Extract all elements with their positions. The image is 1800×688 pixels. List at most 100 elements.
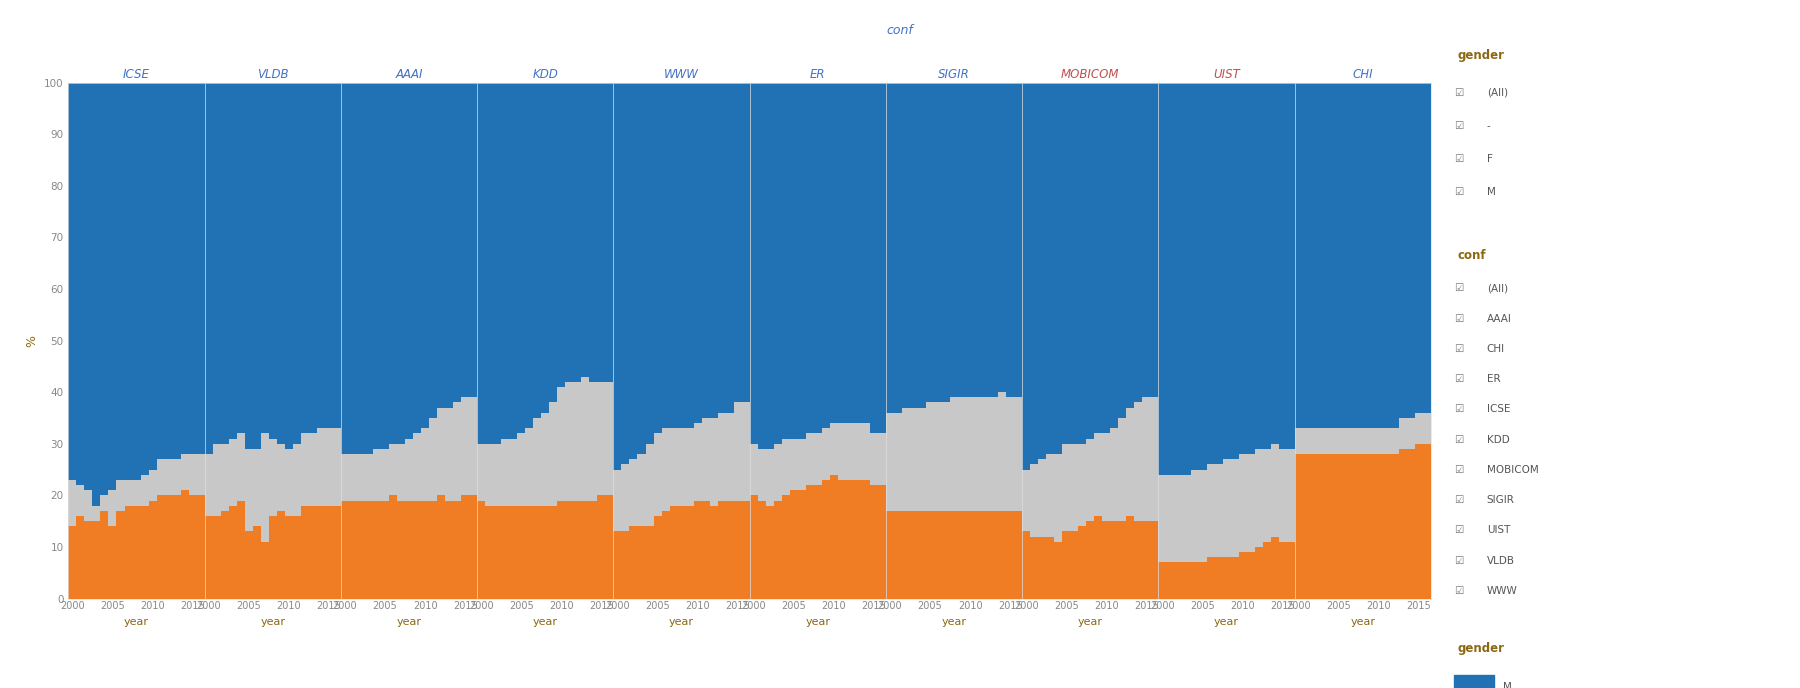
Bar <box>1391 428 1399 454</box>
Bar <box>1071 83 1078 444</box>
Bar <box>173 83 180 460</box>
Bar <box>941 83 950 402</box>
Bar <box>1127 83 1134 407</box>
Bar <box>790 83 797 439</box>
Bar <box>869 433 878 485</box>
Bar <box>1215 557 1222 599</box>
Bar <box>1046 83 1055 454</box>
Bar <box>1319 428 1327 454</box>
Bar <box>702 501 709 599</box>
Bar <box>1199 83 1206 469</box>
Bar <box>356 83 365 454</box>
Bar <box>252 83 261 449</box>
Bar <box>869 83 878 433</box>
Bar <box>268 83 277 439</box>
Text: ☑: ☑ <box>1454 374 1463 384</box>
Bar <box>806 433 814 485</box>
Bar <box>68 480 76 526</box>
Bar <box>333 428 340 506</box>
Bar <box>558 83 565 387</box>
Bar <box>1382 428 1391 454</box>
Bar <box>1415 413 1424 444</box>
Bar <box>526 83 533 428</box>
Bar <box>486 506 493 599</box>
Bar <box>517 83 526 433</box>
Bar <box>621 464 630 531</box>
Bar <box>85 490 92 522</box>
Bar <box>76 516 85 599</box>
Bar <box>252 449 261 526</box>
Bar <box>758 83 765 449</box>
Bar <box>68 83 76 480</box>
Bar <box>967 83 974 398</box>
Bar <box>797 83 806 439</box>
Bar <box>277 510 284 599</box>
Bar <box>245 83 252 449</box>
Bar <box>124 506 133 599</box>
Bar <box>1062 83 1071 444</box>
Bar <box>774 501 781 599</box>
Bar <box>517 506 526 599</box>
Bar <box>1046 537 1055 599</box>
Bar <box>765 83 774 449</box>
Bar <box>614 469 621 531</box>
Bar <box>117 83 124 480</box>
Bar <box>653 83 662 433</box>
Bar <box>1118 418 1127 522</box>
Bar <box>853 480 862 599</box>
Bar <box>614 531 621 599</box>
Text: (All): (All) <box>1487 88 1508 98</box>
Bar <box>830 475 837 599</box>
Text: M: M <box>1487 187 1496 197</box>
Bar <box>742 402 749 501</box>
Bar <box>205 83 212 454</box>
Bar <box>790 439 797 490</box>
Bar <box>742 501 749 599</box>
Bar <box>1287 83 1294 449</box>
Bar <box>1111 522 1118 599</box>
Bar <box>581 83 589 377</box>
Bar <box>1215 464 1222 557</box>
Bar <box>814 83 823 433</box>
Text: ☑: ☑ <box>1454 283 1463 293</box>
Bar <box>1271 444 1278 537</box>
Bar <box>149 83 157 469</box>
Bar <box>1336 454 1343 599</box>
Bar <box>1055 454 1062 542</box>
Bar <box>1255 83 1262 449</box>
Bar <box>1391 454 1399 599</box>
Bar <box>117 480 124 510</box>
Bar <box>486 444 493 506</box>
Bar <box>405 83 412 439</box>
Bar <box>412 83 421 433</box>
Bar <box>1327 428 1336 454</box>
Bar <box>382 501 389 599</box>
Bar <box>823 428 830 480</box>
Bar <box>180 490 189 599</box>
Bar <box>1183 83 1190 475</box>
Bar <box>238 83 245 433</box>
Bar <box>1375 83 1382 428</box>
Bar <box>1102 83 1111 433</box>
Bar <box>878 433 886 485</box>
Bar <box>493 506 500 599</box>
Bar <box>1175 475 1183 563</box>
Bar <box>999 392 1006 510</box>
Text: ☑: ☑ <box>1454 405 1463 414</box>
Bar <box>589 83 598 382</box>
Bar <box>293 444 301 516</box>
Bar <box>614 83 621 469</box>
Bar <box>911 407 918 510</box>
Bar <box>934 402 941 510</box>
Bar <box>238 501 245 599</box>
Y-axis label: %: % <box>25 334 38 347</box>
Bar <box>709 83 718 418</box>
Bar <box>974 510 983 599</box>
Bar <box>734 501 742 599</box>
Text: AAAI: AAAI <box>1487 314 1512 323</box>
Bar <box>1055 542 1062 599</box>
Bar <box>1183 475 1190 563</box>
Text: UIST: UIST <box>1487 526 1510 535</box>
Bar <box>653 433 662 516</box>
Bar <box>140 475 149 506</box>
